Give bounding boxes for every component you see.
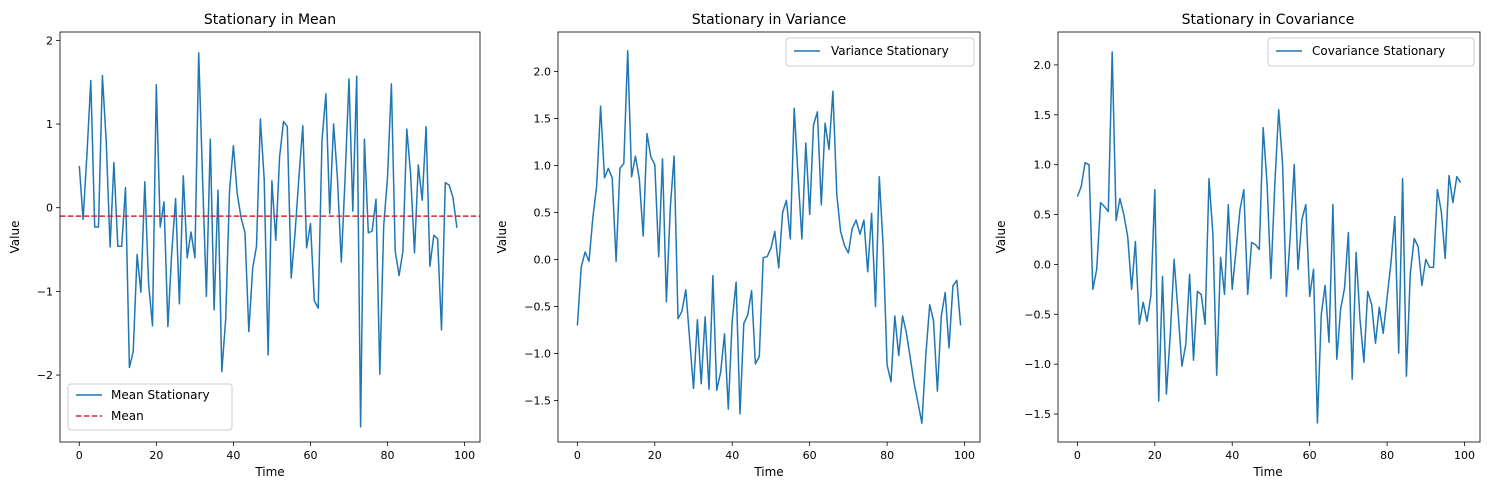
x-tick-label: 80 bbox=[381, 449, 395, 462]
y-tick-label: 1 bbox=[46, 118, 53, 131]
y-tick-label: −0.5 bbox=[1024, 308, 1051, 321]
y-axis-label: Value bbox=[994, 221, 1008, 254]
axes-frame bbox=[59, 31, 481, 443]
y-tick-label: −1 bbox=[37, 285, 53, 298]
chart-title: Stationary in Variance bbox=[692, 12, 847, 28]
y-tick-label: 1.0 bbox=[534, 160, 552, 173]
x-tick-label: 20 bbox=[149, 449, 163, 462]
x-tick-label: 40 bbox=[226, 449, 240, 462]
series-line-variance-stationary bbox=[576, 50, 962, 424]
legend-box bbox=[67, 383, 233, 431]
y-tick-label: 2 bbox=[46, 34, 53, 47]
chart-title: Stationary in Mean bbox=[204, 12, 336, 28]
x-tick-label: 60 bbox=[803, 449, 817, 462]
y-tick-label: −1.5 bbox=[524, 395, 551, 408]
y-axis-label: Value bbox=[495, 221, 509, 254]
legend: Covariance Stationary bbox=[1267, 37, 1475, 67]
axes-frame bbox=[1057, 31, 1481, 443]
x-tick-label: 60 bbox=[1303, 449, 1317, 462]
legend-box bbox=[785, 37, 975, 67]
x-tick-label: 80 bbox=[880, 449, 894, 462]
chart-title: Stationary in Covariance bbox=[1182, 12, 1355, 28]
x-tick-label: 40 bbox=[725, 449, 739, 462]
panel-mean: Stationary in Mean Time Value 0 20 40 60 80 1… bbox=[8, 12, 481, 479]
legend: Mean Stationary Mean bbox=[67, 383, 233, 431]
y-tick-label: 0 bbox=[46, 202, 53, 215]
legend-box bbox=[1267, 37, 1475, 67]
x-axis-label: Time bbox=[1252, 465, 1282, 479]
x-tick-label: 80 bbox=[1380, 449, 1394, 462]
y-tick-label: −1.0 bbox=[1024, 358, 1051, 371]
y-tick-label: 0.5 bbox=[534, 207, 552, 220]
x-tick-label: 0 bbox=[1074, 449, 1081, 462]
y-tick-label: 2.0 bbox=[1034, 59, 1052, 72]
x-tick-label: 20 bbox=[648, 449, 662, 462]
legend-label-variance-stationary: Variance Stationary bbox=[831, 44, 949, 58]
y-tick-label: −0.5 bbox=[524, 301, 551, 314]
y-tick-label: 0.0 bbox=[534, 254, 552, 267]
legend: Variance Stationary bbox=[785, 37, 975, 67]
x-axis-label: Time bbox=[254, 465, 284, 479]
series-line-mean-stationary bbox=[78, 52, 458, 428]
x-tick-label: 0 bbox=[574, 449, 581, 462]
y-tick-label: 0.5 bbox=[1034, 209, 1052, 222]
x-tick-label: 100 bbox=[1454, 449, 1475, 462]
y-tick-label: −2 bbox=[37, 369, 53, 382]
x-axis-label: Time bbox=[753, 465, 783, 479]
panel-variance: Stationary in Variance Time Value 0 20 40 6… bbox=[495, 12, 981, 479]
series-line-covariance-stationary bbox=[1076, 51, 1462, 424]
y-tick-label: 2.0 bbox=[534, 65, 552, 78]
y-tick-label: 1.0 bbox=[1034, 159, 1052, 172]
x-tick-label: 100 bbox=[954, 449, 975, 462]
x-tick-label: 60 bbox=[303, 449, 317, 462]
x-tick-label: 100 bbox=[454, 449, 475, 462]
x-tick-label: 0 bbox=[76, 449, 83, 462]
legend-label-mean: Mean bbox=[111, 409, 144, 423]
y-axis-label: Value bbox=[8, 221, 22, 254]
y-tick-label: −1.5 bbox=[1024, 408, 1051, 421]
legend-label-mean-stationary: Mean Stationary bbox=[111, 388, 210, 402]
panel-covariance: Stationary in Covariance Time Value 0 20 4… bbox=[994, 12, 1481, 479]
y-tick-label: 1.5 bbox=[534, 113, 552, 126]
axes-frame bbox=[557, 31, 981, 443]
y-tick-label: 1.5 bbox=[1034, 109, 1052, 122]
legend-label-covariance-stationary: Covariance Stationary bbox=[1312, 44, 1445, 58]
y-tick-label: −1.0 bbox=[524, 348, 551, 361]
x-tick-label: 20 bbox=[1148, 449, 1162, 462]
y-tick-label: 0.0 bbox=[1034, 258, 1052, 271]
x-tick-label: 40 bbox=[1225, 449, 1239, 462]
